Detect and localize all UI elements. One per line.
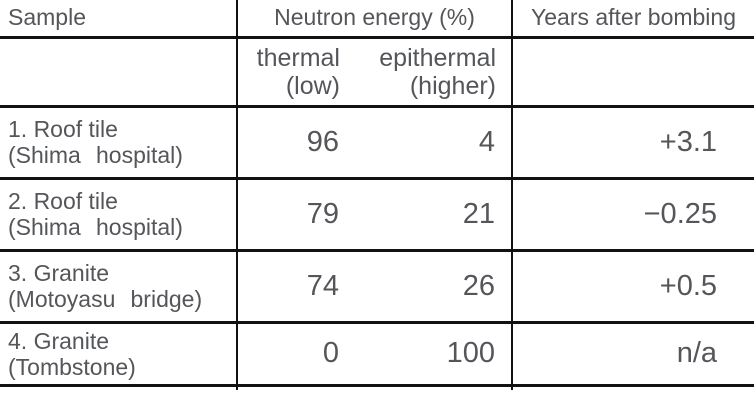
thermal-value-cell: 79 xyxy=(237,178,374,252)
epithermal-value-cell: 4 xyxy=(374,106,514,180)
years-after-bombing-cell: n/a xyxy=(512,322,754,387)
stub-cell xyxy=(237,385,374,390)
stub-cell xyxy=(374,385,514,390)
epithermal-value-cell: 26 xyxy=(374,250,514,324)
column-header-years-after-bombing: Years after bombing xyxy=(512,0,754,39)
column-header-neutron-energy: Neutron energy (%) xyxy=(237,0,514,39)
column-subheader-thermal: thermal (low) xyxy=(237,37,374,108)
sample-line-1: 1. Roof tile xyxy=(8,116,118,142)
epithermal-value-cell: 21 xyxy=(374,178,514,252)
years-after-bombing-cell: −0.25 xyxy=(512,178,754,252)
sample-line-1: 4. Granite xyxy=(8,327,109,354)
sample-cell: 2. Roof tile (Shima hospital) xyxy=(0,178,238,252)
subheader-thermal-line1: thermal xyxy=(256,43,340,72)
table-subheader-row: thermal (low) epithermal (higher) xyxy=(0,37,754,108)
stub-cell xyxy=(0,385,238,390)
thermal-value-cell: 0 xyxy=(237,322,374,387)
neutron-energy-table: Sample Neutron energy (%) Years after bo… xyxy=(0,0,754,390)
subheader-epithermal-line1: epithermal xyxy=(379,43,497,72)
sample-line-1: 2. Roof tile xyxy=(8,188,118,214)
sample-cell: 4. Granite (Tombstone) xyxy=(0,322,238,387)
table-header-row: Sample Neutron energy (%) Years after bo… xyxy=(0,0,754,39)
sample-line-2: (Shima hospital) xyxy=(8,142,183,168)
epithermal-value-cell: 100 xyxy=(374,322,514,387)
column-subheader-epithermal: epithermal (higher) xyxy=(374,37,514,108)
table-row: 3. Granite (Motoyasu bridge) 74 26 +0.5 xyxy=(0,250,754,324)
sample-cell: 3. Granite (Motoyasu bridge) xyxy=(0,250,238,324)
subheader-thermal-line2: (low) xyxy=(285,71,340,100)
stub-cell xyxy=(512,385,754,390)
table-bottom-stub xyxy=(0,385,754,390)
table-row: 2. Roof tile (Shima hospital) 79 21 −0.2… xyxy=(0,178,754,252)
thermal-value-cell: 74 xyxy=(237,250,374,324)
thermal-value-cell: 96 xyxy=(237,106,374,180)
sample-line-2: (Shima hospital) xyxy=(8,214,183,240)
subheader-empty-sample-cell xyxy=(0,37,238,108)
sample-cell: 1. Roof tile (Shima hospital) xyxy=(0,106,238,180)
subheader-epithermal-line2: (higher) xyxy=(409,71,497,100)
subheader-empty-years-cell xyxy=(512,37,754,108)
sample-line-2: (Motoyasu bridge) xyxy=(8,286,203,312)
table-row: 1. Roof tile (Shima hospital) 96 4 +3.1 xyxy=(0,106,754,180)
years-after-bombing-cell: +3.1 xyxy=(512,106,754,180)
sample-line-1: 3. Granite xyxy=(8,260,109,286)
table-row: 4. Granite (Tombstone) 0 100 n/a xyxy=(0,322,754,387)
column-header-sample: Sample xyxy=(0,0,238,39)
years-after-bombing-cell: +0.5 xyxy=(512,250,754,324)
sample-line-2: (Tombstone) xyxy=(8,353,136,380)
